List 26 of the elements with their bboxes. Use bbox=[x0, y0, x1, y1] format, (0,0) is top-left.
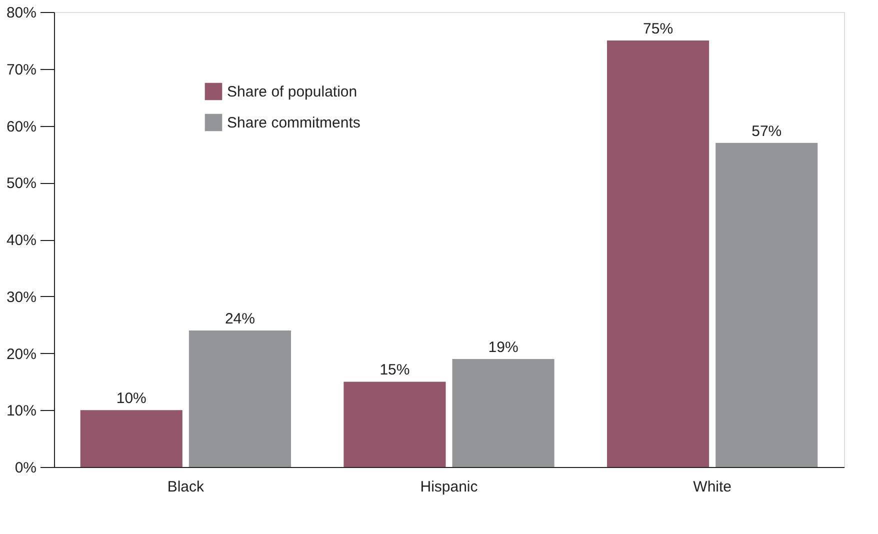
y-tick-label: 40% bbox=[6, 232, 36, 249]
data-label: 15% bbox=[380, 362, 410, 379]
bar bbox=[452, 358, 554, 467]
data-label: 19% bbox=[488, 338, 518, 356]
y-tick-label: 60% bbox=[6, 118, 36, 136]
data-label: 24% bbox=[224, 310, 255, 328]
bar bbox=[716, 142, 818, 467]
x-tick-label: Hispanic bbox=[420, 478, 478, 496]
data-label: 57% bbox=[752, 122, 782, 140]
y-tick-label: 70% bbox=[6, 61, 36, 78]
bar bbox=[188, 330, 291, 467]
legend-label: Share of population bbox=[227, 84, 358, 100]
legend-label: Share commitments bbox=[227, 114, 360, 132]
y-tick-label: 10% bbox=[6, 402, 36, 420]
y-tick-label: 80% bbox=[6, 4, 36, 22]
bar bbox=[607, 40, 710, 467]
y-tick-label: 30% bbox=[6, 288, 36, 306]
bar bbox=[80, 410, 182, 467]
x-tick-label: Black bbox=[167, 478, 205, 496]
data-label: 10% bbox=[116, 390, 146, 408]
y-tick-label: 0% bbox=[14, 460, 36, 476]
data-label: 75% bbox=[643, 20, 674, 38]
y-tick-label: 50% bbox=[6, 175, 36, 192]
x-tick-label: White bbox=[693, 478, 732, 496]
bar bbox=[344, 382, 446, 467]
y-tick-label: 20% bbox=[6, 346, 36, 363]
